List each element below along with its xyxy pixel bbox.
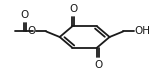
Text: O: O — [69, 4, 77, 14]
Text: O: O — [27, 26, 36, 36]
Text: O: O — [21, 10, 29, 20]
Text: O: O — [94, 60, 102, 70]
Text: OH: OH — [134, 26, 150, 36]
